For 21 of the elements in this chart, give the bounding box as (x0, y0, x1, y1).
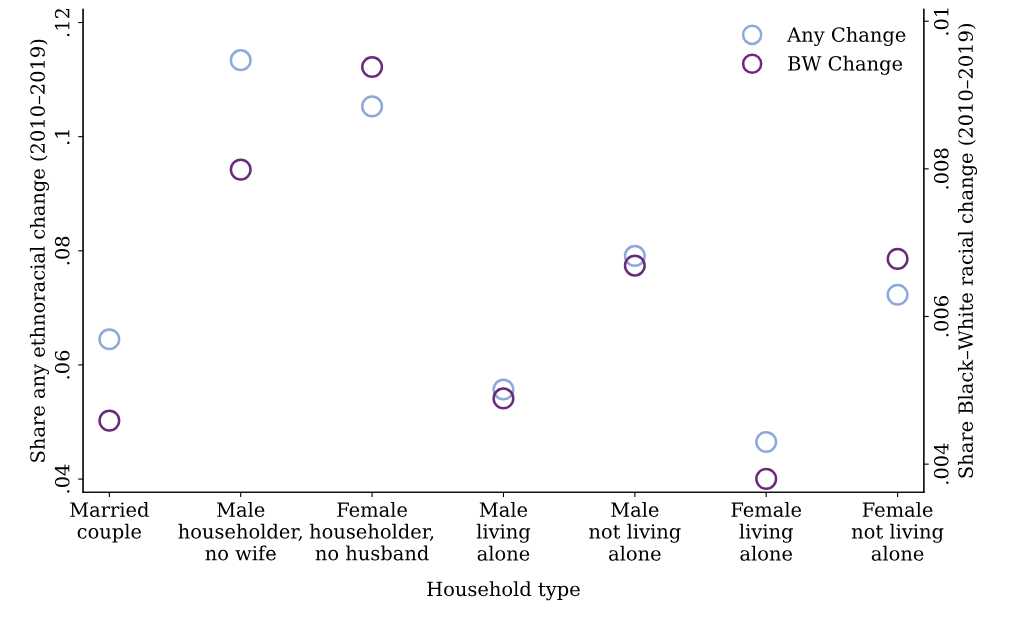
y-axis-title: Share any ethnoracial change (2010–2019) (29, 39, 49, 462)
x-tick-label: Male householder, no wife (178, 501, 302, 561)
y-tick-label: .06 (54, 350, 70, 379)
y2-tick-label: .004 (933, 443, 949, 484)
x-tick-label: Female householder, no husband (309, 501, 434, 561)
legend-label: BW Change (788, 55, 903, 75)
x-tick-label: Married couple (70, 501, 149, 543)
y2-tick-label: .008 (933, 148, 949, 189)
y2-axis-title: Share Black–White racial change (2010–2019) (957, 24, 978, 478)
x-tick-label: Male living alone (476, 501, 531, 561)
y2-tick-label: .006 (933, 296, 949, 337)
x-tick-label: Female living alone (731, 501, 802, 561)
y-tick-label: .12 (54, 8, 70, 37)
x-tick-label: Female not living alone (851, 501, 944, 561)
y-tick-label: .08 (54, 236, 70, 265)
x-tick-label: Male not living alone (589, 501, 681, 561)
legend-label: Any Change (787, 26, 906, 46)
y2-tick-label: .01 (933, 8, 949, 35)
y-tick-label: .1 (54, 130, 70, 145)
x-axis-title: Household type (427, 581, 580, 601)
y-tick-label: .04 (54, 464, 70, 493)
